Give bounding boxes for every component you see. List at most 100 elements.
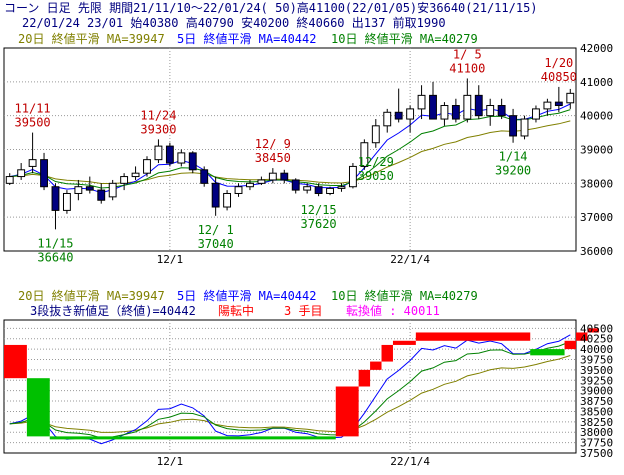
break-box-up — [358, 369, 371, 387]
candle-body — [108, 182, 117, 198]
candle-body — [509, 115, 518, 137]
annotation-date: 12/15 — [301, 203, 337, 217]
candle-body — [337, 186, 346, 189]
candle — [85, 176, 94, 194]
price-x-tick: 12/1 — [157, 253, 184, 266]
candle-body — [131, 172, 140, 178]
candle — [337, 183, 346, 192]
candle — [532, 105, 540, 123]
candle — [463, 78, 472, 123]
candle-body — [566, 92, 575, 104]
candle — [74, 179, 83, 201]
candle — [40, 152, 48, 191]
break-ma20-line — [9, 355, 571, 433]
candle — [326, 186, 334, 196]
candle — [257, 176, 266, 186]
annotation-value: 38450 — [255, 151, 291, 165]
candle — [131, 166, 140, 180]
candle-body — [154, 145, 163, 161]
candle-body — [200, 169, 209, 184]
candle — [509, 108, 518, 143]
candle-body — [543, 101, 552, 110]
candle — [234, 183, 243, 197]
break-y-tick: 39250 — [580, 374, 613, 387]
break-y-tick: 38500 — [580, 405, 613, 418]
three-line-break-label: 3段抜き新値足（終値)=40442 — [30, 303, 196, 318]
candle-body — [97, 189, 106, 201]
candle-body — [520, 118, 529, 137]
candle-body — [474, 94, 483, 117]
candle — [246, 179, 254, 191]
annotation-date: 1/20 — [544, 56, 573, 70]
candle — [440, 102, 449, 126]
annotation-date: 11/24 — [140, 108, 176, 122]
candle-body — [40, 159, 48, 188]
break-box-up — [4, 344, 27, 379]
candle — [165, 142, 174, 167]
break-y-tick: 40000 — [580, 343, 613, 356]
candle-body — [280, 172, 289, 181]
candle — [97, 183, 106, 204]
break-x-tick: 22/1/4 — [390, 455, 430, 468]
candle-body — [223, 192, 232, 208]
candle — [223, 190, 232, 211]
candle — [28, 132, 37, 174]
candle-body — [429, 94, 437, 120]
break-ma10-line — [9, 341, 571, 439]
break-panel-moving-averages — [9, 334, 571, 445]
annotation-value: 39300 — [140, 122, 176, 136]
candle-body — [268, 172, 277, 181]
candle — [211, 176, 220, 216]
break-y-tick: 38000 — [580, 426, 613, 439]
candle — [497, 98, 506, 120]
candle — [177, 149, 186, 167]
candle — [268, 168, 277, 184]
trend-status: 陽転中 — [218, 303, 254, 318]
annotation-date: 12/ 1 — [198, 223, 234, 237]
candle — [143, 156, 151, 177]
candle-body — [371, 125, 380, 144]
price-y-tick: 37000 — [580, 211, 613, 224]
candle — [291, 178, 300, 194]
candle-body — [326, 187, 334, 194]
candle-body — [62, 192, 71, 211]
break-y-tick: 38250 — [580, 416, 613, 429]
candle — [566, 88, 575, 109]
annotation-date: 12/29 — [358, 155, 394, 169]
price-y-tick: 42000 — [580, 42, 613, 55]
candle — [154, 139, 163, 164]
annotation-value: 40850 — [541, 70, 577, 84]
break-panel-boxes — [4, 328, 599, 440]
candle — [188, 151, 197, 174]
top-legend-ma10: 10日 終値平滑 MA=40279 — [331, 31, 478, 46]
price-panel-grid — [4, 48, 576, 251]
break-box-up — [370, 361, 382, 370]
header-line-1: コーン 日足 先限 期間21/11/10～22/01/24( 50)高41100… — [4, 0, 538, 15]
annotation-value: 37040 — [198, 237, 234, 251]
annotation-value: 39500 — [15, 116, 51, 130]
annotation-date: 11/15 — [37, 236, 73, 250]
top-legend-ma5: 5日 終値平滑 MA=40442 — [177, 31, 316, 46]
candle-body — [440, 105, 449, 120]
candle-body — [211, 182, 220, 208]
candle-body — [406, 108, 415, 120]
candle-body — [177, 152, 186, 164]
header-line-2: 22/01/24 23/01 始40380 高40790 安40200 終406… — [22, 15, 446, 30]
candle-body — [143, 159, 151, 174]
break-box-down — [530, 349, 565, 356]
candle — [120, 173, 129, 191]
candle-body — [234, 186, 243, 194]
candle — [348, 163, 357, 189]
candle-body — [394, 111, 403, 120]
annotation-date: 1/ 5 — [453, 47, 482, 61]
break-x-tick: 12/1 — [157, 455, 184, 468]
break-y-tick: 40250 — [580, 333, 613, 346]
break-box-up — [392, 340, 416, 345]
break-y-tick: 39750 — [580, 353, 613, 366]
step-count: 3 手目 — [284, 304, 322, 318]
candle-body — [17, 169, 26, 178]
bottom-legend-ma10: 10日 終値平滑 MA=40279 — [331, 288, 478, 303]
candle — [417, 85, 426, 120]
candle-body — [5, 176, 14, 184]
